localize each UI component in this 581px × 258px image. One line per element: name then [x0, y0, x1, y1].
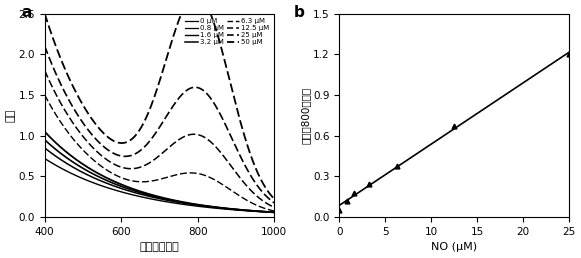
Text: b: b: [293, 5, 304, 20]
X-axis label: NO (μM): NO (μM): [431, 243, 477, 252]
X-axis label: 波长（纳米）: 波长（纳米）: [139, 243, 180, 252]
Text: a: a: [21, 5, 32, 20]
Y-axis label: 吸收（800纳米）: 吸收（800纳米）: [300, 87, 310, 144]
Y-axis label: 吸收: 吸收: [6, 109, 16, 122]
Legend: 0 μM, 0.8 μM, 1.6 μM, 3.2 μM, 6.3 μM, 12.5 μM, 25 μM, 50 μM: 0 μM, 0.8 μM, 1.6 μM, 3.2 μM, 6.3 μM, 12…: [184, 17, 271, 47]
